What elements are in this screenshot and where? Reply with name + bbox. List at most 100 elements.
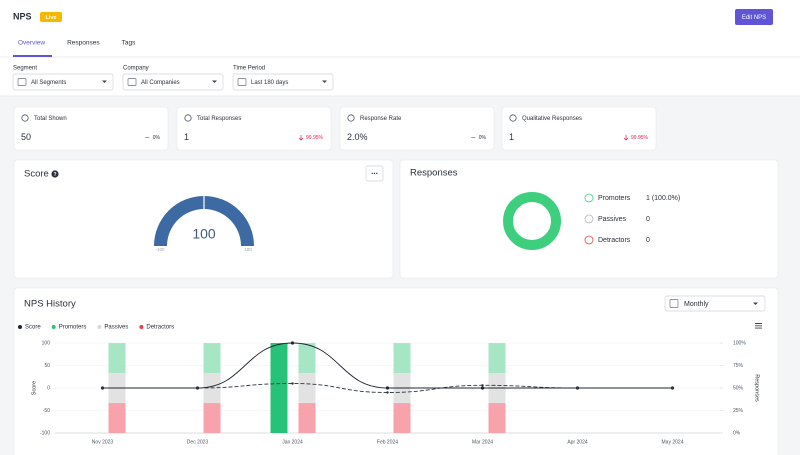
bar-segment: [270, 343, 288, 433]
trend-point: [291, 382, 294, 385]
stat-title: Total Shown: [34, 116, 67, 122]
tab[interactable]: Overview: [18, 40, 45, 47]
filter-label: Segment: [13, 66, 37, 72]
legend-label[interactable]: Score: [25, 325, 41, 331]
gauge-tick-label: 100: [244, 247, 252, 252]
help-icon-glyph: ?: [53, 172, 56, 178]
tab[interactable]: Responses: [67, 40, 100, 47]
caret: [102, 80, 107, 83]
y-tick-label: -100: [40, 430, 50, 436]
edit-button-text[interactable]: Edit NPS: [742, 15, 766, 21]
filter-icon: [127, 78, 137, 86]
filter-label: Time Period: [233, 66, 265, 72]
donut-segment: [503, 192, 561, 250]
bar-segment: [203, 343, 221, 374]
trend-down-icon: [623, 135, 629, 141]
stat-icon: [347, 114, 355, 122]
status-badge: [40, 12, 62, 22]
caret: [212, 80, 217, 83]
legend-dot: [51, 325, 56, 329]
tab-underline: [13, 55, 52, 57]
y2-tick-label: 100%: [733, 340, 746, 346]
stat-title: Response Rate: [360, 116, 402, 122]
bar-segment: [298, 373, 316, 404]
legend-label[interactable]: Promoters: [59, 325, 87, 331]
tab[interactable]: Tags: [122, 40, 136, 47]
legend-value: 0: [646, 237, 650, 244]
filter-select[interactable]: [122, 73, 224, 91]
history-title: NPS History: [24, 299, 76, 310]
legend-label[interactable]: Detractors: [146, 325, 174, 331]
stat-value: 1: [509, 132, 514, 142]
filter-value[interactable]: Last 180 days: [251, 80, 288, 86]
caret: [753, 302, 758, 305]
stat-change: 99.95%: [631, 135, 649, 141]
bar-segment: [108, 403, 126, 433]
stat-title: Qualitative Responses: [522, 116, 582, 122]
stat-change: 99.95%: [306, 135, 324, 141]
y-tick-label: 0: [47, 385, 50, 391]
x-tick-label: Jan 2024: [282, 439, 303, 445]
y-tick-label: -50: [43, 408, 50, 414]
filter-select[interactable]: [12, 73, 114, 91]
stat-value: 1: [184, 132, 189, 142]
bar-segment: [203, 403, 221, 433]
menu-dots: ...: [371, 167, 378, 176]
period-value[interactable]: Monthly: [684, 301, 709, 308]
legend-name: Detractors: [598, 237, 631, 244]
legend-dot: [97, 325, 102, 329]
filter-select[interactable]: [232, 73, 334, 91]
stat-value: 50: [21, 132, 31, 142]
bar-segment: [298, 403, 316, 433]
filter-label: Company: [123, 66, 149, 72]
x-tick-label: Feb 2024: [377, 439, 398, 445]
filter-value[interactable]: All Companies: [141, 80, 180, 86]
trend-point: [196, 386, 199, 390]
y2-axis-label: Responses: [754, 374, 760, 402]
caret: [322, 80, 327, 83]
legend-dot: [18, 325, 22, 329]
legend-name: Passives: [598, 216, 627, 223]
calendar-icon: [669, 299, 679, 308]
stat-value: 2.0%: [347, 132, 368, 142]
stat-title: Total Responses: [197, 116, 241, 122]
stat-icon: [184, 114, 192, 122]
filter-value[interactable]: All Segments: [31, 80, 66, 86]
filter-icon: [237, 78, 247, 86]
trend-point: [481, 384, 484, 387]
legend-label[interactable]: Passives: [104, 325, 128, 331]
score-point: [480, 386, 485, 390]
legend-value: 1 (100.0%): [646, 195, 680, 202]
x-tick-label: Apr 2024: [567, 439, 588, 445]
edit-button[interactable]: [735, 9, 773, 25]
status-text: Live: [45, 15, 56, 21]
legend-dot: [139, 325, 144, 329]
x-tick-label: Dec 2023: [187, 439, 209, 445]
stat-card: [339, 106, 495, 151]
x-tick-label: Nov 2023: [92, 439, 114, 445]
stat-change: 0%: [479, 135, 487, 141]
gauge-value: 100: [192, 226, 216, 242]
trend-down-icon: [298, 135, 304, 141]
gauge-fill: [154, 196, 254, 246]
gauge-tick-label: 0: [203, 203, 206, 208]
top-panel: [0, 0, 800, 96]
menu-button[interactable]: [365, 165, 384, 182]
sentiment-icon: [584, 235, 594, 245]
bar-segment: [488, 343, 506, 374]
page-title: NPS: [13, 11, 32, 21]
score-point: [385, 386, 390, 390]
bar-segment: [393, 343, 411, 374]
help-icon[interactable]: [51, 170, 59, 178]
stat-card: [13, 106, 169, 151]
chart-menu-icon[interactable]: [755, 323, 762, 329]
stat-card: [501, 106, 657, 151]
trend-point: [576, 386, 579, 390]
y-tick-label: 100: [42, 340, 51, 346]
x-tick-label: Mar 2024: [472, 439, 493, 445]
period-select[interactable]: [664, 295, 766, 312]
bar-segment: [298, 343, 316, 374]
stat-icon: [509, 114, 517, 122]
